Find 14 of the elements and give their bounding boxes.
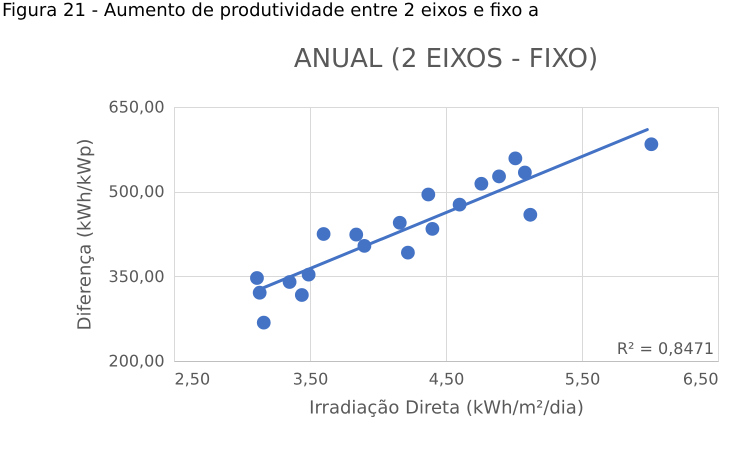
x-tick-label: 4,50 — [428, 370, 464, 388]
text: Figura 21 - Aumento de produtividade entre 2 eixos e fixo a — [2, 0, 540, 21]
x-tick-label: 5,50 — [564, 370, 600, 388]
x-axis-title: Irradiação Direta (kWh/m²/dia) — [309, 398, 584, 418]
chart-title: ANUAL (2 EIXOS - FIXO) — [294, 44, 598, 74]
x-tick-label: 2,50 — [174, 370, 210, 388]
y-tick-label: 200,00 — [108, 352, 164, 370]
x-tick-label: 3,50 — [292, 370, 328, 388]
y-tick-label: 350,00 — [108, 266, 164, 286]
y-tick-label: 500,00 — [108, 182, 164, 202]
x-tick-label: 6,50 — [682, 370, 718, 388]
annotation: R² = 0,8471 — [616, 339, 714, 358]
y-tick-label: 650,00 — [108, 98, 164, 116]
y-axis-title: Diferença (kWh/kWp) — [74, 138, 96, 330]
